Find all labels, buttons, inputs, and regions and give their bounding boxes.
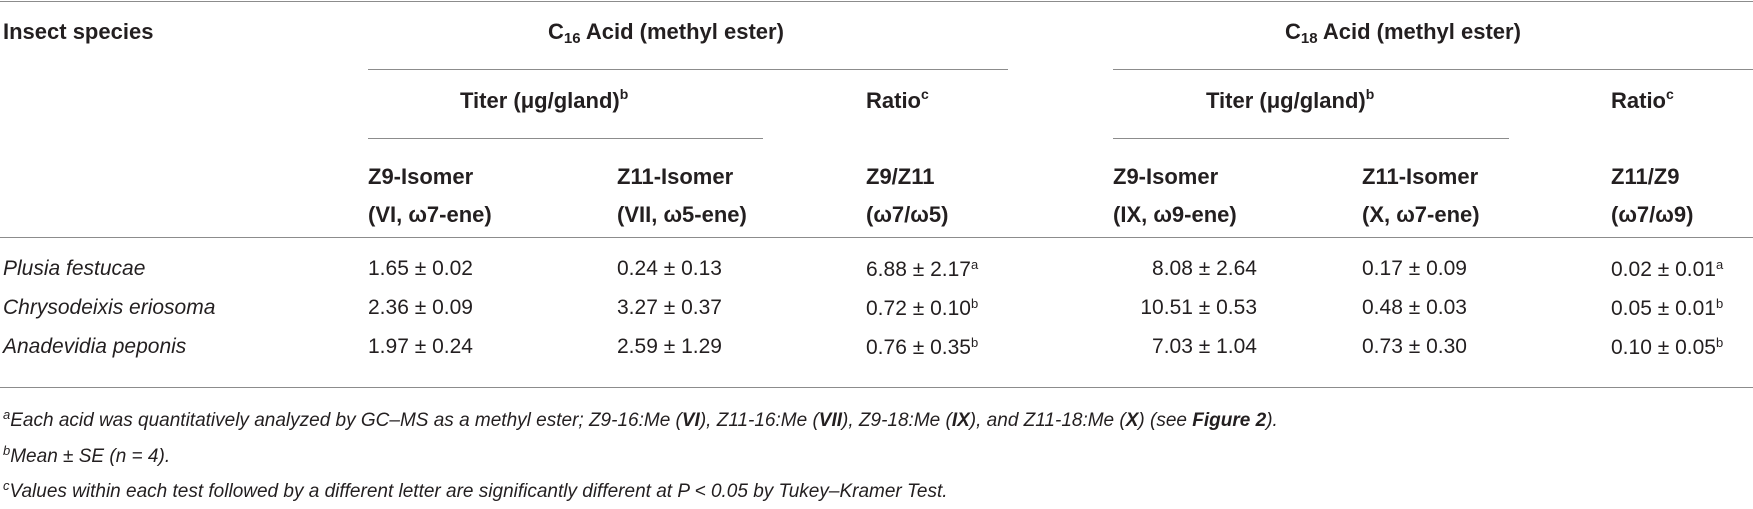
c16-z9-header-line1: Z9-Isomer	[368, 164, 474, 189]
c16-ratio-sup: c	[921, 86, 929, 102]
species-name: Plusia festucae	[3, 257, 146, 280]
c16-z9-value: 1.65 ± 0.02	[368, 257, 473, 280]
c18-prefix: C	[1285, 19, 1301, 44]
c16-z11-header-line1: Z11-Isomer	[617, 164, 734, 189]
c16-z11-value: 0.24 ± 0.13	[617, 257, 722, 280]
c16-z9-header-line2: (VI, ω7-ene)	[368, 202, 492, 227]
c18-z11-header-line1: Z11-Isomer	[1362, 164, 1479, 189]
c16-ratio-subheader-line1: Z9/Z11	[866, 164, 935, 189]
footnote-a-text-2: ), Z11-16:Me (	[699, 410, 819, 431]
c16-titer-sup: b	[619, 86, 629, 102]
footnote-a-bold-1: VI	[681, 410, 700, 431]
footnote-c-mark: c	[3, 478, 10, 493]
c18-z11-value: 0.73 ± 0.30	[1362, 335, 1467, 358]
footnote-a-bold-2: VII	[818, 410, 843, 431]
c18-ratio-sup: c	[1666, 86, 1674, 102]
c18-ratio-subheader-line2: (ω7/ω9)	[1611, 202, 1694, 227]
c18-z9-header-line2: (IX, ω9-ene)	[1113, 202, 1237, 227]
c16-z11-value: 3.27 ± 0.37	[617, 296, 722, 319]
footnote-a-bold-4: X	[1125, 410, 1139, 431]
c16-ratio-label: Ratio	[866, 88, 921, 113]
footnote-a: aEach acid was quantitatively analyzed b…	[3, 407, 1278, 432]
c16-subscript: 16	[563, 30, 581, 47]
c18-ratio-number: 0.05 ± 0.01	[1611, 297, 1716, 320]
table-top-rule	[0, 1, 1753, 2]
c18-ratio-value: 0.05 ± 0.01b	[1611, 296, 1723, 321]
c18-ratio-subheader: Z11/Z9 (ω7/ω9)	[1611, 158, 1693, 234]
c18-subscript: 18	[1300, 30, 1318, 47]
c16-z9-value: 2.36 ± 0.09	[368, 296, 473, 319]
c18-z9-value: 8.08 ± 2.64	[1152, 257, 1257, 280]
c18-z9-header: Z9-Isomer (IX, ω9-ene)	[1113, 158, 1237, 234]
c16-z11-header-line2: (VII, ω5-ene)	[617, 202, 747, 227]
species-name: Anadevidia peponis	[3, 335, 187, 358]
c18-titer-label: Titer (μg/gland)	[1206, 88, 1366, 113]
c16-titer-label: Titer (μg/gland)	[460, 88, 620, 113]
footnote-a-figure-link[interactable]: Figure 2	[1192, 410, 1267, 431]
c16-z9-header: Z9-Isomer (VI, ω7-ene)	[368, 158, 492, 234]
c16-z9-value: 1.97 ± 0.24	[368, 335, 473, 358]
c18-ratio-value: 0.02 ± 0.01a	[1611, 257, 1723, 282]
c18-z11-value: 0.17 ± 0.09	[1362, 257, 1467, 280]
c16-group-rule	[368, 69, 1008, 70]
c16-z11-header: Z11-Isomer (VII, ω5-ene)	[617, 158, 747, 234]
c16-ratio-number: 0.76 ± 0.35	[866, 336, 971, 359]
c18-rest: Acid (methyl ester)	[1317, 19, 1521, 44]
footnote-c-text: Values within each test followed by a di…	[9, 481, 948, 502]
c16-group-header: C16 Acid (methyl ester)	[548, 19, 784, 47]
c16-ratio-letter: a	[970, 257, 979, 272]
c16-titer-header: Titer (μg/gland)b	[460, 86, 628, 114]
c18-titer-header: Titer (μg/gland)b	[1206, 86, 1374, 114]
footnote-a-text-1: Each acid was quantitatively analyzed by…	[10, 410, 682, 431]
footnote-b-mark: b	[3, 443, 11, 458]
c18-z11-header: Z11-Isomer (X, ω7-ene)	[1362, 158, 1480, 234]
c16-ratio-header: Ratioc	[866, 86, 929, 114]
c18-z9-value: 7.03 ± 1.04	[1152, 335, 1257, 358]
c16-ratio-number: 0.72 ± 0.10	[866, 297, 971, 320]
c18-group-header: C18 Acid (methyl ester)	[1285, 19, 1521, 47]
c16-ratio-subheader: Z9/Z11 (ω7/ω5)	[866, 158, 948, 234]
c16-z11-value: 2.59 ± 1.29	[617, 335, 722, 358]
c18-ratio-number: 0.10 ± 0.05	[1611, 336, 1716, 359]
c16-ratio-letter: b	[970, 296, 979, 311]
footnote-b: bMean ± SE (n = 4).	[3, 443, 170, 468]
c16-ratio-value: 0.76 ± 0.35b	[866, 335, 978, 360]
c16-prefix: C	[548, 19, 564, 44]
c16-titer-rule	[368, 138, 763, 139]
species-name: Chrysodeixis eriosoma	[3, 296, 216, 319]
footnote-a-text-5: ) (see	[1138, 410, 1193, 431]
c16-ratio-value: 6.88 ± 2.17a	[866, 257, 978, 282]
c18-ratio-label: Ratio	[1611, 88, 1666, 113]
c18-ratio-number: 0.02 ± 0.01	[1611, 258, 1716, 281]
c16-rest: Acid (methyl ester)	[580, 19, 784, 44]
c18-titer-sup: b	[1365, 86, 1375, 102]
c16-ratio-subheader-line2: (ω7/ω5)	[866, 202, 949, 227]
c18-ratio-letter: b	[1715, 296, 1724, 311]
header-bottom-rule	[0, 237, 1753, 238]
c18-z9-value: 10.51 ± 0.53	[1140, 296, 1257, 319]
c16-ratio-number: 6.88 ± 2.17	[866, 258, 971, 281]
c18-ratio-value: 0.10 ± 0.05b	[1611, 335, 1723, 360]
c16-ratio-letter: b	[970, 335, 979, 350]
c18-ratio-letter: a	[1715, 257, 1724, 272]
footnote-a-bold-3: IX	[951, 410, 970, 431]
footnote-a-text-4: ), and Z11-18:Me (	[969, 410, 1126, 431]
c16-ratio-value: 0.72 ± 0.10b	[866, 296, 978, 321]
c18-ratio-header: Ratioc	[1611, 86, 1674, 114]
footnote-a-text-3: ), Z9-18:Me (	[842, 410, 952, 431]
footnote-a-text-6: ).	[1266, 410, 1278, 431]
c18-group-rule	[1113, 69, 1753, 70]
footnote-b-text: Mean ± SE (n = 4).	[10, 446, 171, 467]
c18-z11-value: 0.48 ± 0.03	[1362, 296, 1467, 319]
c18-z11-header-line2: (X, ω7-ene)	[1362, 202, 1480, 227]
c18-ratio-subheader-line1: Z11/Z9	[1611, 164, 1680, 189]
table-bottom-rule	[0, 387, 1753, 388]
species-column-header: Insect species	[3, 19, 154, 44]
c18-titer-rule	[1113, 138, 1509, 139]
c18-ratio-letter: b	[1715, 335, 1724, 350]
c18-z9-header-line1: Z9-Isomer	[1113, 164, 1219, 189]
footnote-c: cValues within each test followed by a d…	[3, 478, 948, 503]
footnote-a-mark: a	[3, 407, 11, 422]
